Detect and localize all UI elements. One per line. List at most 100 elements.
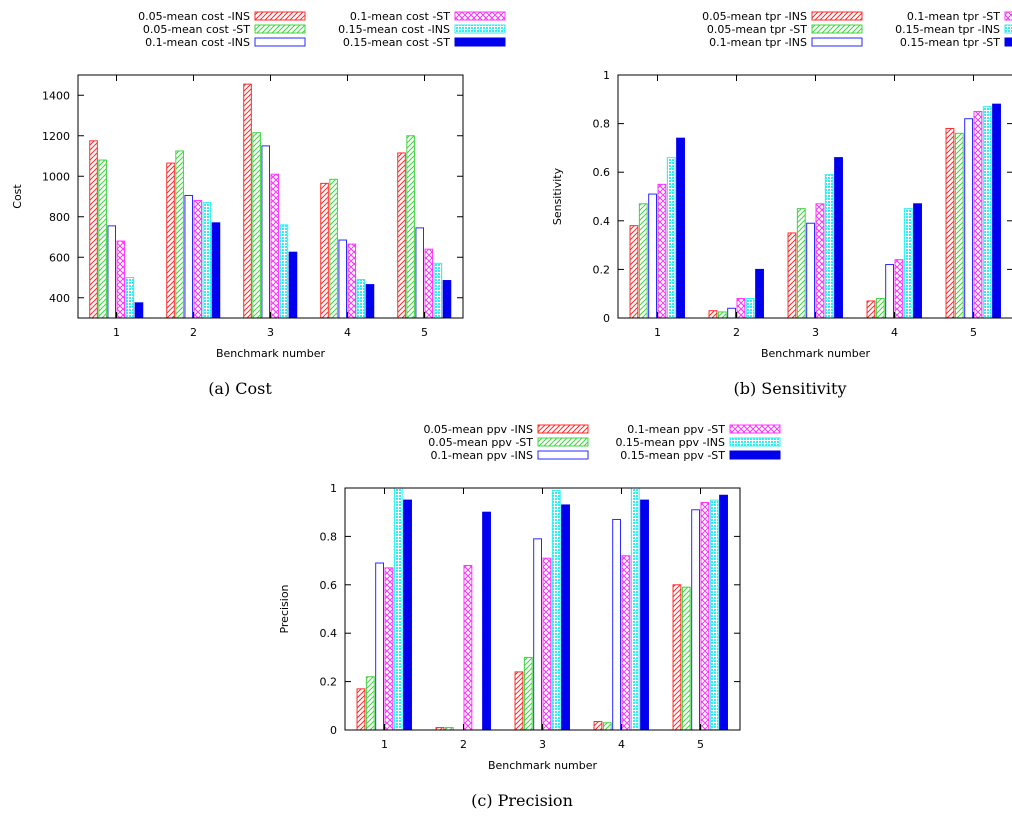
bar — [824, 174, 834, 319]
bar — [288, 251, 298, 319]
bar — [954, 132, 964, 319]
x-tick-label: 1 — [654, 326, 661, 339]
figure-caption: (c) Precision — [471, 791, 573, 810]
bar — [270, 173, 280, 319]
legend-swatch — [254, 37, 306, 47]
bar — [89, 140, 98, 319]
legend-swatch — [1004, 11, 1012, 21]
x-tick-label: 3 — [267, 326, 274, 339]
bar — [393, 487, 403, 731]
bar — [134, 302, 144, 319]
y-tick-label: 0.8 — [320, 530, 338, 543]
bar — [542, 557, 552, 731]
bar — [166, 162, 175, 319]
legend-swatch — [537, 450, 589, 460]
legend-label: 0.15-mean ppv -INS — [615, 436, 725, 449]
bar — [482, 511, 491, 731]
legend-swatch — [537, 424, 589, 434]
y-tick-label: 0.8 — [593, 118, 611, 131]
legend-label: 0.1-mean cost -ST — [350, 10, 450, 23]
bar — [866, 300, 876, 319]
bar — [463, 564, 473, 731]
bar — [433, 262, 443, 319]
bar — [913, 203, 922, 319]
bar — [175, 150, 184, 319]
bar — [329, 178, 338, 319]
bar — [523, 656, 533, 731]
y-tick-label: 0.4 — [320, 627, 338, 640]
bar — [676, 137, 685, 319]
y-tick-label: 0 — [330, 724, 337, 737]
bar — [787, 232, 797, 319]
bar — [755, 268, 764, 319]
chart-sensitivity: 0 0.2 0.4 0.6 0.8 1 1 2 3 4 5 Benchmark number Sensi… — [551, 10, 1012, 398]
legend-label: 0.15-mean cost -INS — [338, 23, 450, 36]
bar — [424, 248, 434, 319]
bar — [338, 239, 348, 319]
x-tick-label: 5 — [697, 738, 704, 751]
y-tick-label: 0.6 — [320, 579, 338, 592]
bar — [397, 152, 406, 319]
bar — [98, 159, 107, 319]
bar — [252, 132, 261, 319]
y-tick-label: 0.2 — [593, 263, 611, 276]
bar — [700, 502, 710, 731]
legend-swatch — [454, 24, 506, 34]
y-axis-label: Sensitivity — [551, 167, 564, 225]
bar — [648, 193, 657, 319]
x-tick-label: 4 — [891, 326, 898, 339]
x-tick-label: 4 — [344, 326, 351, 339]
legend-label: 0.05-mean cost -ST — [143, 23, 250, 36]
bar — [356, 688, 366, 731]
bar — [796, 208, 806, 319]
bar — [347, 243, 357, 319]
bar — [638, 203, 648, 319]
y-axis-label: Cost — [11, 184, 24, 209]
bar — [279, 224, 289, 319]
bar — [681, 586, 691, 731]
bar — [875, 298, 885, 319]
bar — [602, 722, 612, 731]
legend-swatch — [811, 11, 863, 21]
bar — [672, 584, 682, 731]
bar — [406, 135, 415, 319]
legend-label: 0.15-mean tpr -INS — [895, 23, 1000, 36]
bar — [708, 310, 718, 319]
bar — [894, 259, 904, 319]
y-tick-label: 0.6 — [593, 166, 611, 179]
bar — [261, 145, 271, 319]
bar — [727, 307, 736, 319]
x-tick-label: 5 — [970, 326, 977, 339]
y-tick-label: 1000 — [42, 170, 70, 183]
bar — [202, 202, 212, 319]
y-tick-label: 0.4 — [593, 215, 611, 228]
bar — [365, 284, 375, 319]
bar — [365, 676, 375, 731]
bar — [442, 280, 452, 319]
x-axis-label: Benchmark number — [488, 759, 598, 772]
bar — [964, 118, 973, 319]
legend-label: 0.05-mean cost -INS — [138, 10, 250, 23]
bar — [621, 555, 631, 731]
legend-label: 0.1-mean tpr -ST — [907, 10, 1000, 23]
x-axis-label: Benchmark number — [216, 347, 326, 360]
bar — [116, 240, 126, 319]
legend-label: 0.05-mean tpr -ST — [707, 23, 807, 36]
plot-frame — [617, 74, 1012, 319]
bar — [125, 277, 135, 319]
bar — [834, 157, 843, 319]
bar — [629, 225, 639, 319]
bar — [736, 298, 746, 319]
bar — [375, 562, 385, 731]
legend-label: 0.1-mean ppv -ST — [627, 423, 725, 436]
x-tick-label: 2 — [460, 738, 467, 751]
bar — [403, 499, 412, 731]
x-tick-label: 2 — [190, 326, 197, 339]
legend-swatch — [811, 24, 863, 34]
bar — [514, 671, 524, 731]
bar — [193, 200, 203, 319]
legend-swatch — [454, 11, 506, 21]
y-tick-label: 1 — [603, 69, 610, 82]
y-tick-label: 600 — [49, 251, 70, 264]
x-tick-label: 5 — [421, 326, 428, 339]
